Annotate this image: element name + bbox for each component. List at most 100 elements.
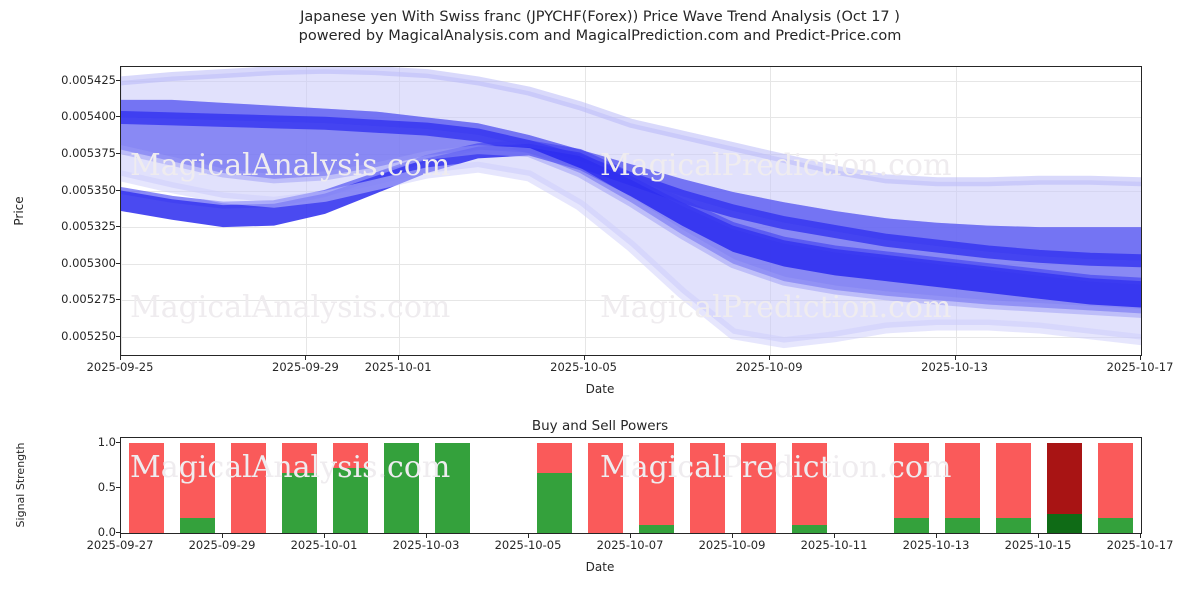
buy-sell-powers-plot xyxy=(120,437,1142,534)
price-wave-plot xyxy=(120,66,1142,356)
top-x-tick-mark xyxy=(398,356,400,360)
bottom-x-tick-mark xyxy=(732,534,733,538)
top-y-tick-label: 0.005275 xyxy=(61,292,116,307)
buy-power-bar xyxy=(792,524,827,533)
top-x-axis-label: Date xyxy=(585,382,615,396)
bottom-x-tick-label: 2025-10-15 xyxy=(1004,538,1072,552)
top-y-tick-label: 0.005350 xyxy=(61,182,116,197)
bottom-x-axis-label: Date xyxy=(585,560,615,574)
grid-line xyxy=(1141,67,1142,355)
top-y-tick-label: 0.005300 xyxy=(61,255,116,270)
buy-power-bar xyxy=(435,443,470,533)
top-x-tick-label: 2025-10-01 xyxy=(364,360,432,374)
top-y-tick-mark xyxy=(116,335,120,337)
bottom-x-tick-mark xyxy=(222,534,223,538)
buy-power-bar xyxy=(384,443,419,533)
sell-power-bar xyxy=(690,443,725,533)
top-y-tick-label: 0.005375 xyxy=(61,145,116,160)
sell-power-bar xyxy=(792,443,827,533)
top-x-tick-label: 2025-09-29 xyxy=(272,360,339,374)
grid-line xyxy=(121,80,1141,82)
bottom-x-tick-label: 2025-10-17 xyxy=(1106,538,1174,552)
buy-power-bar xyxy=(996,517,1031,533)
title-line-2: powered by MagicalAnalysis.com and Magic… xyxy=(298,28,902,44)
wave-trace-line xyxy=(121,161,1141,349)
buy-power-bar xyxy=(894,517,929,533)
bottom-y-tick-mark xyxy=(116,442,120,444)
grid-line xyxy=(121,117,1141,119)
bottom-x-tick-mark xyxy=(324,534,325,538)
top-y-tick-mark xyxy=(116,299,120,301)
bottom-x-tick-label: 2025-10-07 xyxy=(596,538,664,552)
top-x-tick-label: 2025-10-17 xyxy=(1106,360,1174,374)
bottom-y-tick-mark xyxy=(116,487,120,489)
buy-power-bar xyxy=(1047,514,1082,533)
bottom-x-tick-label: 2025-09-29 xyxy=(188,538,256,552)
wave-trace-line xyxy=(121,67,1141,187)
grid-line xyxy=(121,336,1141,338)
bottom-x-tick-mark xyxy=(120,534,121,538)
bottom-x-tick-mark xyxy=(936,534,937,538)
bottom-x-tick-mark xyxy=(1038,534,1039,538)
buy-power-bar xyxy=(333,468,368,533)
top-x-tick-mark xyxy=(769,356,771,360)
top-x-tick-mark xyxy=(120,356,121,360)
sell-power-bar xyxy=(231,443,266,533)
grid-line xyxy=(121,300,1141,302)
top-y-tick-label: 0.005400 xyxy=(61,109,116,124)
bottom-x-tick-label: 2025-10-01 xyxy=(290,538,358,552)
buy-power-bar xyxy=(639,524,674,533)
top-y-tick-mark xyxy=(116,189,120,191)
title-line-1: Japanese yen With Swiss franc (JPYCHF(Fo… xyxy=(300,9,900,25)
top-x-tick-mark xyxy=(583,356,585,360)
bottom-x-tick-label: 2025-09-27 xyxy=(86,538,154,552)
sell-power-bar xyxy=(639,443,674,533)
bottom-chart-title: Buy and Sell Powers xyxy=(531,418,669,434)
grid-line xyxy=(399,67,401,355)
wave-trace-line xyxy=(121,145,1141,318)
buy-power-bar xyxy=(282,472,317,533)
sell-power-bar xyxy=(588,443,623,533)
bottom-y-tick-label: 1.0 xyxy=(97,435,116,450)
bottom-y-axis-label: Signal Strength xyxy=(14,442,27,528)
buy-power-bar xyxy=(537,472,572,533)
wave-band-group xyxy=(121,67,1141,349)
sell-power-bar xyxy=(741,443,776,533)
bottom-x-tick-label: 2025-10-13 xyxy=(902,538,970,552)
top-y-tick-mark xyxy=(116,79,120,81)
top-x-tick-mark xyxy=(305,356,307,360)
buy-power-bar xyxy=(1098,517,1133,533)
top-x-tick-label: 2025-10-09 xyxy=(735,360,803,374)
top-y-tick-mark xyxy=(116,262,120,264)
bottom-x-tick-label: 2025-10-09 xyxy=(698,538,766,552)
sell-power-bar xyxy=(129,443,164,533)
top-y-tick-label: 0.005425 xyxy=(61,72,116,87)
top-x-tick-label: 2025-10-05 xyxy=(550,360,617,374)
bottom-y-tick-label: 0.5 xyxy=(97,480,116,495)
bottom-x-tick-label: 2025-10-05 xyxy=(494,538,562,552)
top-x-tick-mark xyxy=(954,356,956,360)
page-title: Japanese yen With Swiss franc (JPYCHF(Fo… xyxy=(0,8,1200,46)
buy-power-bar xyxy=(945,517,980,533)
top-y-tick-mark xyxy=(116,116,120,118)
top-x-tick-label: 2025-10-13 xyxy=(921,360,988,374)
top-y-tick-label: 0.005250 xyxy=(61,328,116,343)
bottom-x-tick-label: 2025-10-11 xyxy=(800,538,868,552)
top-y-tick-label: 0.005325 xyxy=(61,219,116,234)
bottom-y-tick-label: 0.0 xyxy=(97,525,116,539)
top-x-tick-label: 2025-09-25 xyxy=(86,360,154,374)
bottom-x-tick-mark xyxy=(1140,534,1141,538)
bottom-x-tick-mark xyxy=(630,534,631,538)
bottom-x-tick-mark xyxy=(426,534,427,538)
bottom-y-tick-mark xyxy=(116,532,120,533)
bottom-x-tick-mark xyxy=(834,534,835,538)
grid-line xyxy=(121,263,1141,265)
bottom-x-tick-mark xyxy=(528,534,529,538)
bottom-x-tick-label: 2025-10-03 xyxy=(392,538,460,552)
buy-power-bar xyxy=(180,517,215,533)
top-y-tick-mark xyxy=(116,226,120,228)
upper-core-band xyxy=(121,99,1141,261)
top-y-axis-label: Price xyxy=(12,196,26,226)
top-y-tick-mark xyxy=(116,152,120,154)
